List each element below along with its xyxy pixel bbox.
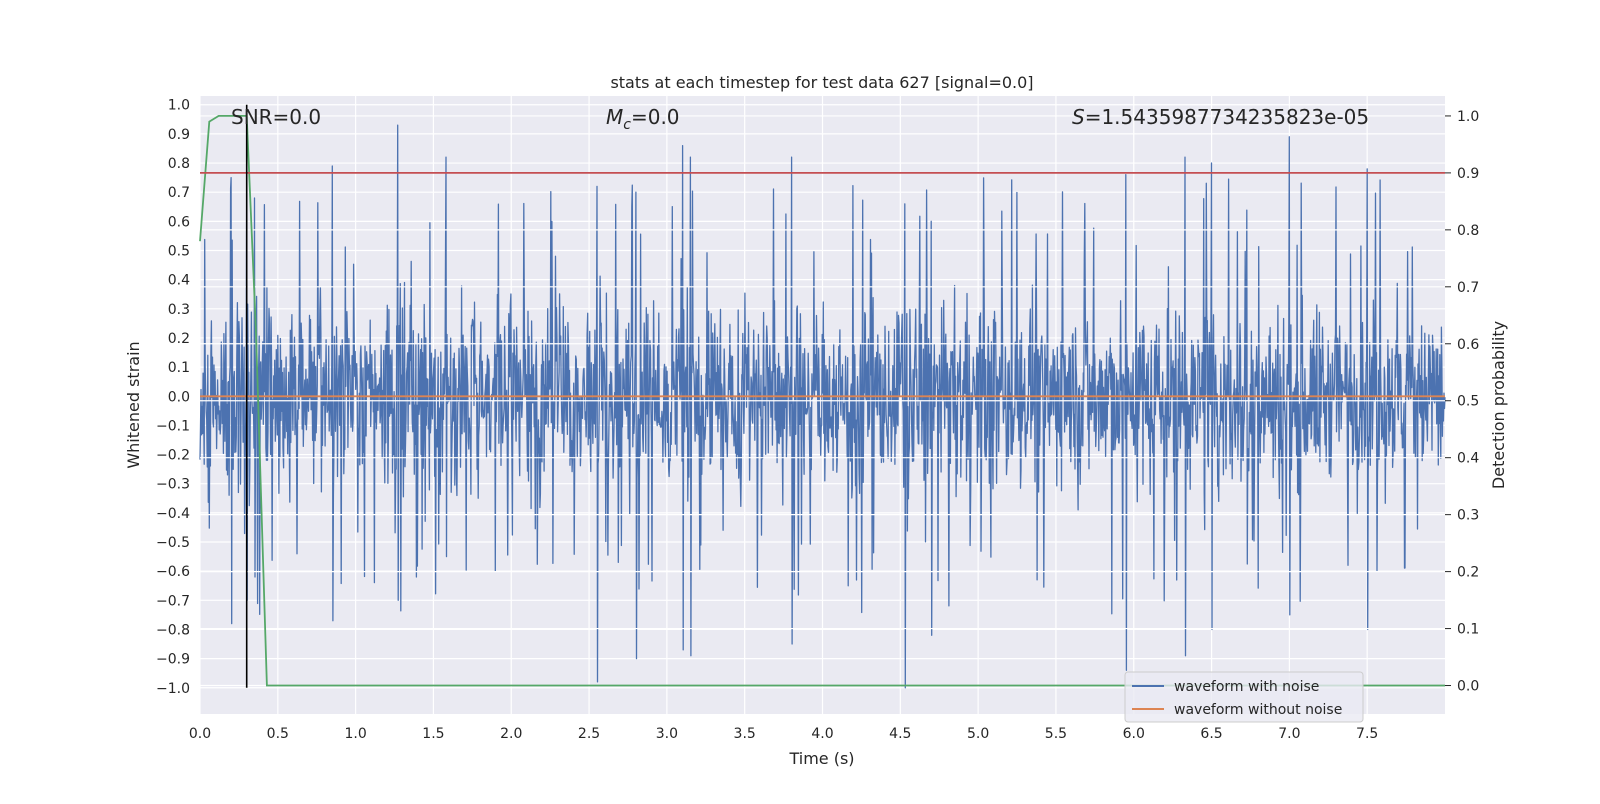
y-axis-label-right: Detection probability	[1489, 321, 1508, 489]
x-axis-label: Time (s)	[788, 749, 854, 768]
y-tick-label-left: 0.6	[168, 214, 190, 230]
x-tick-label: 0.0	[189, 726, 211, 742]
chart-marks	[199, 104, 1446, 689]
y-tick-label-left: 0.4	[168, 273, 190, 289]
x-tick-label: 0.5	[267, 726, 289, 742]
y-tick-label-right: 0.9	[1457, 166, 1479, 182]
y-tick-label-left: −0.5	[156, 535, 190, 551]
x-tick-label: 7.5	[1356, 726, 1378, 742]
chirp-mass-value: =0.0	[631, 105, 680, 129]
s-symbol: S	[1072, 105, 1085, 129]
legend-box	[1124, 671, 1364, 723]
y-tick-label-right: 0.8	[1457, 223, 1479, 239]
y-tick-label-right: 0.2	[1457, 565, 1479, 581]
s-value: =1.5435987734235823e-05	[1085, 105, 1369, 129]
y-tick-label-right: 0.7	[1457, 280, 1479, 296]
chirp-mass-subscript: c	[623, 117, 631, 133]
y-tick-label-right: 0.1	[1457, 622, 1479, 638]
x-tick-label: 1.5	[422, 726, 444, 742]
s-annotation: S=1.5435987734235823e-05	[1072, 105, 1369, 129]
y-tick-label-left: −0.2	[156, 448, 190, 464]
y-tick-label-left: 0.9	[168, 127, 190, 143]
series-detection-probability	[199, 115, 1445, 687]
x-tick-label: 7.0	[1278, 726, 1300, 742]
y-tick-label-left: 0.5	[168, 244, 190, 260]
chirp-mass-symbol: M	[606, 105, 623, 129]
y-tick-label-left: 0.3	[168, 302, 190, 318]
y-tick-label-left: 0.0	[168, 389, 190, 405]
x-tick-label: 1.0	[344, 726, 366, 742]
chart-title: stats at each timestep for test data 627…	[610, 73, 1033, 92]
y-tick-label-left: 0.8	[168, 156, 190, 172]
y-tick-label-left: 1.0	[168, 98, 190, 114]
y-tick-label-right: 0.5	[1457, 394, 1479, 410]
chirp-mass-annotation: Mc=0.0	[606, 105, 680, 133]
legend-label-clean: waveform without noise	[1174, 702, 1342, 718]
y-tick-label-left: 0.7	[168, 185, 190, 201]
x-tick-label: 4.5	[889, 726, 911, 742]
legend: waveform with noise waveform without noi…	[1124, 671, 1364, 723]
legend-label-noise: waveform with noise	[1174, 679, 1319, 695]
x-tick-label: 2.0	[500, 726, 522, 742]
y-axis-label-left: Whitened strain	[124, 341, 143, 468]
x-tick-label: 2.5	[578, 726, 600, 742]
y-tick-label-right: 0.3	[1457, 508, 1479, 524]
x-tick-label: 3.0	[656, 726, 678, 742]
x-tick-label: 3.5	[734, 726, 756, 742]
y-tick-label-right: 0.6	[1457, 337, 1479, 353]
x-tick-label: 5.5	[1045, 726, 1067, 742]
x-tick-label: 5.0	[967, 726, 989, 742]
y-tick-label-left: −0.8	[156, 622, 190, 638]
y-tick-label-left: −0.1	[156, 418, 190, 434]
y-tick-label-left: −0.4	[156, 506, 190, 522]
y-tick-label-left: 0.2	[168, 331, 190, 347]
x-tick-label: 4.0	[811, 726, 833, 742]
y-tick-label-left: 0.1	[168, 360, 190, 376]
y-tick-label-left: −1.0	[156, 681, 190, 697]
y-tick-label-left: −0.7	[156, 593, 190, 609]
tick-labels: 0.0 0.5 1.0 1.5 2.0 2.5 3.0 3.5 4.0 4.5 5.0 5.5 6.0 6…	[156, 98, 1479, 742]
series-waveform-with-noise	[199, 124, 1446, 689]
y-tick-label-right: 0.0	[1457, 679, 1479, 695]
x-tick-label: 6.0	[1123, 726, 1145, 742]
snr-annotation: SNR=0.0	[231, 105, 321, 129]
y-tick-label-left: −0.9	[156, 652, 190, 668]
x-tick-label: 6.5	[1200, 726, 1222, 742]
y-tick-label-left: −0.3	[156, 477, 190, 493]
y-tick-label-left: −0.6	[156, 564, 190, 580]
y-tick-label-right: 0.4	[1457, 451, 1479, 467]
y-tick-label-right: 1.0	[1457, 109, 1479, 125]
